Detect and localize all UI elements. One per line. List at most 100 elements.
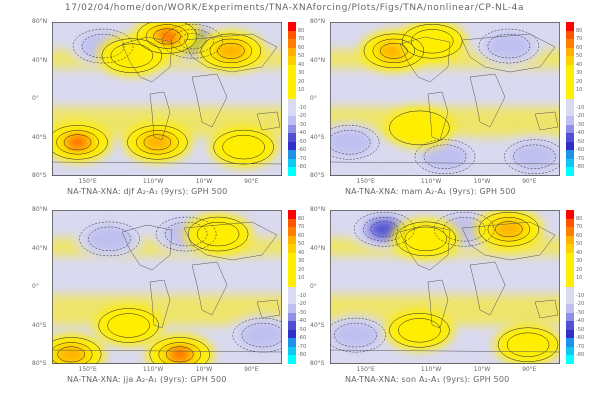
colorbar-label: 40: [576, 61, 583, 68]
negative-anomaly-blob: [85, 224, 134, 253]
colorbar-swatch: [288, 141, 296, 151]
colorbar-label: 30: [298, 70, 305, 77]
contour-line: [79, 221, 140, 257]
colorbar-label: -70: [576, 343, 585, 350]
anomaly-field-svg: [330, 22, 560, 176]
lat-tick-label: 40°S: [310, 321, 325, 329]
colorbar-swatch: [566, 252, 574, 262]
colorbar-swatch: [566, 150, 574, 159]
colorbar-swatch: [288, 304, 296, 313]
lat-tick-label: 0°: [310, 283, 317, 290]
contour-line: [363, 217, 406, 242]
positive-anomaly-blob: [55, 345, 87, 364]
colorbar-swatch: [566, 133, 574, 142]
colorbar-swatch: [288, 22, 296, 31]
contour-line: [155, 216, 217, 252]
colorbar-label: 20: [298, 266, 305, 273]
lat-tick-label: 80°N: [32, 206, 48, 213]
colorbar-swatch: [288, 64, 296, 74]
colorbar-swatch: [566, 158, 574, 168]
colorbar-label: -50: [298, 326, 307, 333]
colorbar-label: 20: [298, 78, 305, 85]
coastline: [469, 261, 506, 316]
contour-line: [241, 322, 282, 348]
contour-line: [410, 29, 454, 54]
contour-line: [354, 212, 415, 247]
colorbar-swatch: [288, 90, 296, 99]
colorbar-label: 40: [298, 61, 305, 68]
colorbar-swatch: [288, 252, 296, 262]
positive-anomaly-blob: [104, 311, 153, 340]
colorbar-swatch: [566, 167, 574, 176]
colorbar-label: 50: [298, 241, 305, 248]
lon-tick-label: 110°W: [420, 178, 442, 185]
colorbar-label: -70: [576, 155, 585, 162]
colorbar-swatch: [288, 150, 296, 159]
map-panel-son: 80°N 40°N 0° 40°S 80°S 150°E 110°W 10°W 90°E NA-T…: [310, 206, 589, 400]
colorbar-swatch: [288, 56, 296, 65]
coastline: [469, 73, 506, 128]
colorbar-swatch: [288, 107, 296, 117]
contour-line: [57, 346, 85, 363]
colorbar-swatch: [566, 312, 574, 322]
positive-anomaly-blob: [408, 27, 457, 56]
lon-tick-label: 110°W: [142, 178, 164, 185]
positive-anomaly-blob: [108, 41, 156, 70]
lon-tick-label: 110°W: [142, 366, 164, 373]
negative-anomaly-blob: [369, 220, 400, 239]
colorbar-swatch: [288, 346, 296, 356]
anomaly-field-svg: [330, 210, 560, 364]
anomaly-field-svg: [52, 22, 282, 176]
coastline: [534, 111, 559, 131]
lat-tick-label: 80°S: [32, 360, 47, 367]
contour-line: [495, 221, 523, 238]
contour-line: [52, 342, 93, 364]
contour-line: [372, 38, 416, 64]
figure-path-title: 17/02/04/home/don/WORK/Experiments/TNA-X…: [64, 3, 525, 13]
colorbar-label: 50: [298, 53, 305, 60]
colorbar-swatch: [566, 286, 574, 296]
colorbar-swatch: [288, 286, 296, 296]
anomaly-field-svg: [52, 210, 282, 364]
colorbar-label: 80: [576, 27, 583, 34]
colorbar-swatch: [288, 278, 296, 287]
colorbar-label: -30: [576, 121, 585, 128]
colorbar-swatch: [566, 73, 574, 82]
colorbar-label: 60: [576, 44, 583, 51]
colorbar-label: -10: [298, 104, 307, 111]
colorbar: [566, 210, 574, 364]
contour-line: [136, 22, 198, 54]
colorbar-label: -20: [298, 113, 307, 120]
colorbar-swatch: [288, 98, 296, 108]
negative-anomaly-blob: [485, 32, 533, 61]
colorbar-label: -40: [298, 318, 307, 325]
colorbar-swatch: [566, 295, 574, 305]
lat-tick-label: 40°N: [310, 56, 326, 64]
contour-line: [389, 110, 450, 146]
colorbar-swatch: [288, 312, 296, 322]
colorbar-swatch: [566, 227, 574, 236]
colorbar-swatch: [566, 218, 574, 228]
contour-line: [63, 134, 92, 151]
contour-line: [222, 134, 265, 160]
colorbar-swatch: [288, 124, 296, 134]
colorbar-label: 30: [576, 70, 583, 77]
colorbar-label: 30: [576, 258, 583, 265]
contour-line: [478, 212, 540, 247]
colorbar-swatch: [288, 269, 296, 279]
contour-line: [171, 29, 214, 54]
coastline: [52, 349, 282, 364]
colorbar-label: -70: [298, 343, 307, 350]
positive-anomaly-blob: [215, 41, 247, 60]
colorbar-label: 10: [576, 275, 583, 282]
contour-line: [217, 42, 245, 59]
contour-line: [330, 130, 371, 155]
colorbar-swatch: [566, 39, 574, 48]
colorbar-swatch: [288, 338, 296, 347]
colorbar-label: -50: [576, 138, 585, 145]
colorbar-swatch: [566, 244, 574, 253]
colorbar-label: -30: [298, 121, 307, 128]
lon-tick-label: 10°W: [195, 366, 213, 373]
map-frame: [330, 210, 560, 364]
contour-line: [423, 144, 467, 169]
